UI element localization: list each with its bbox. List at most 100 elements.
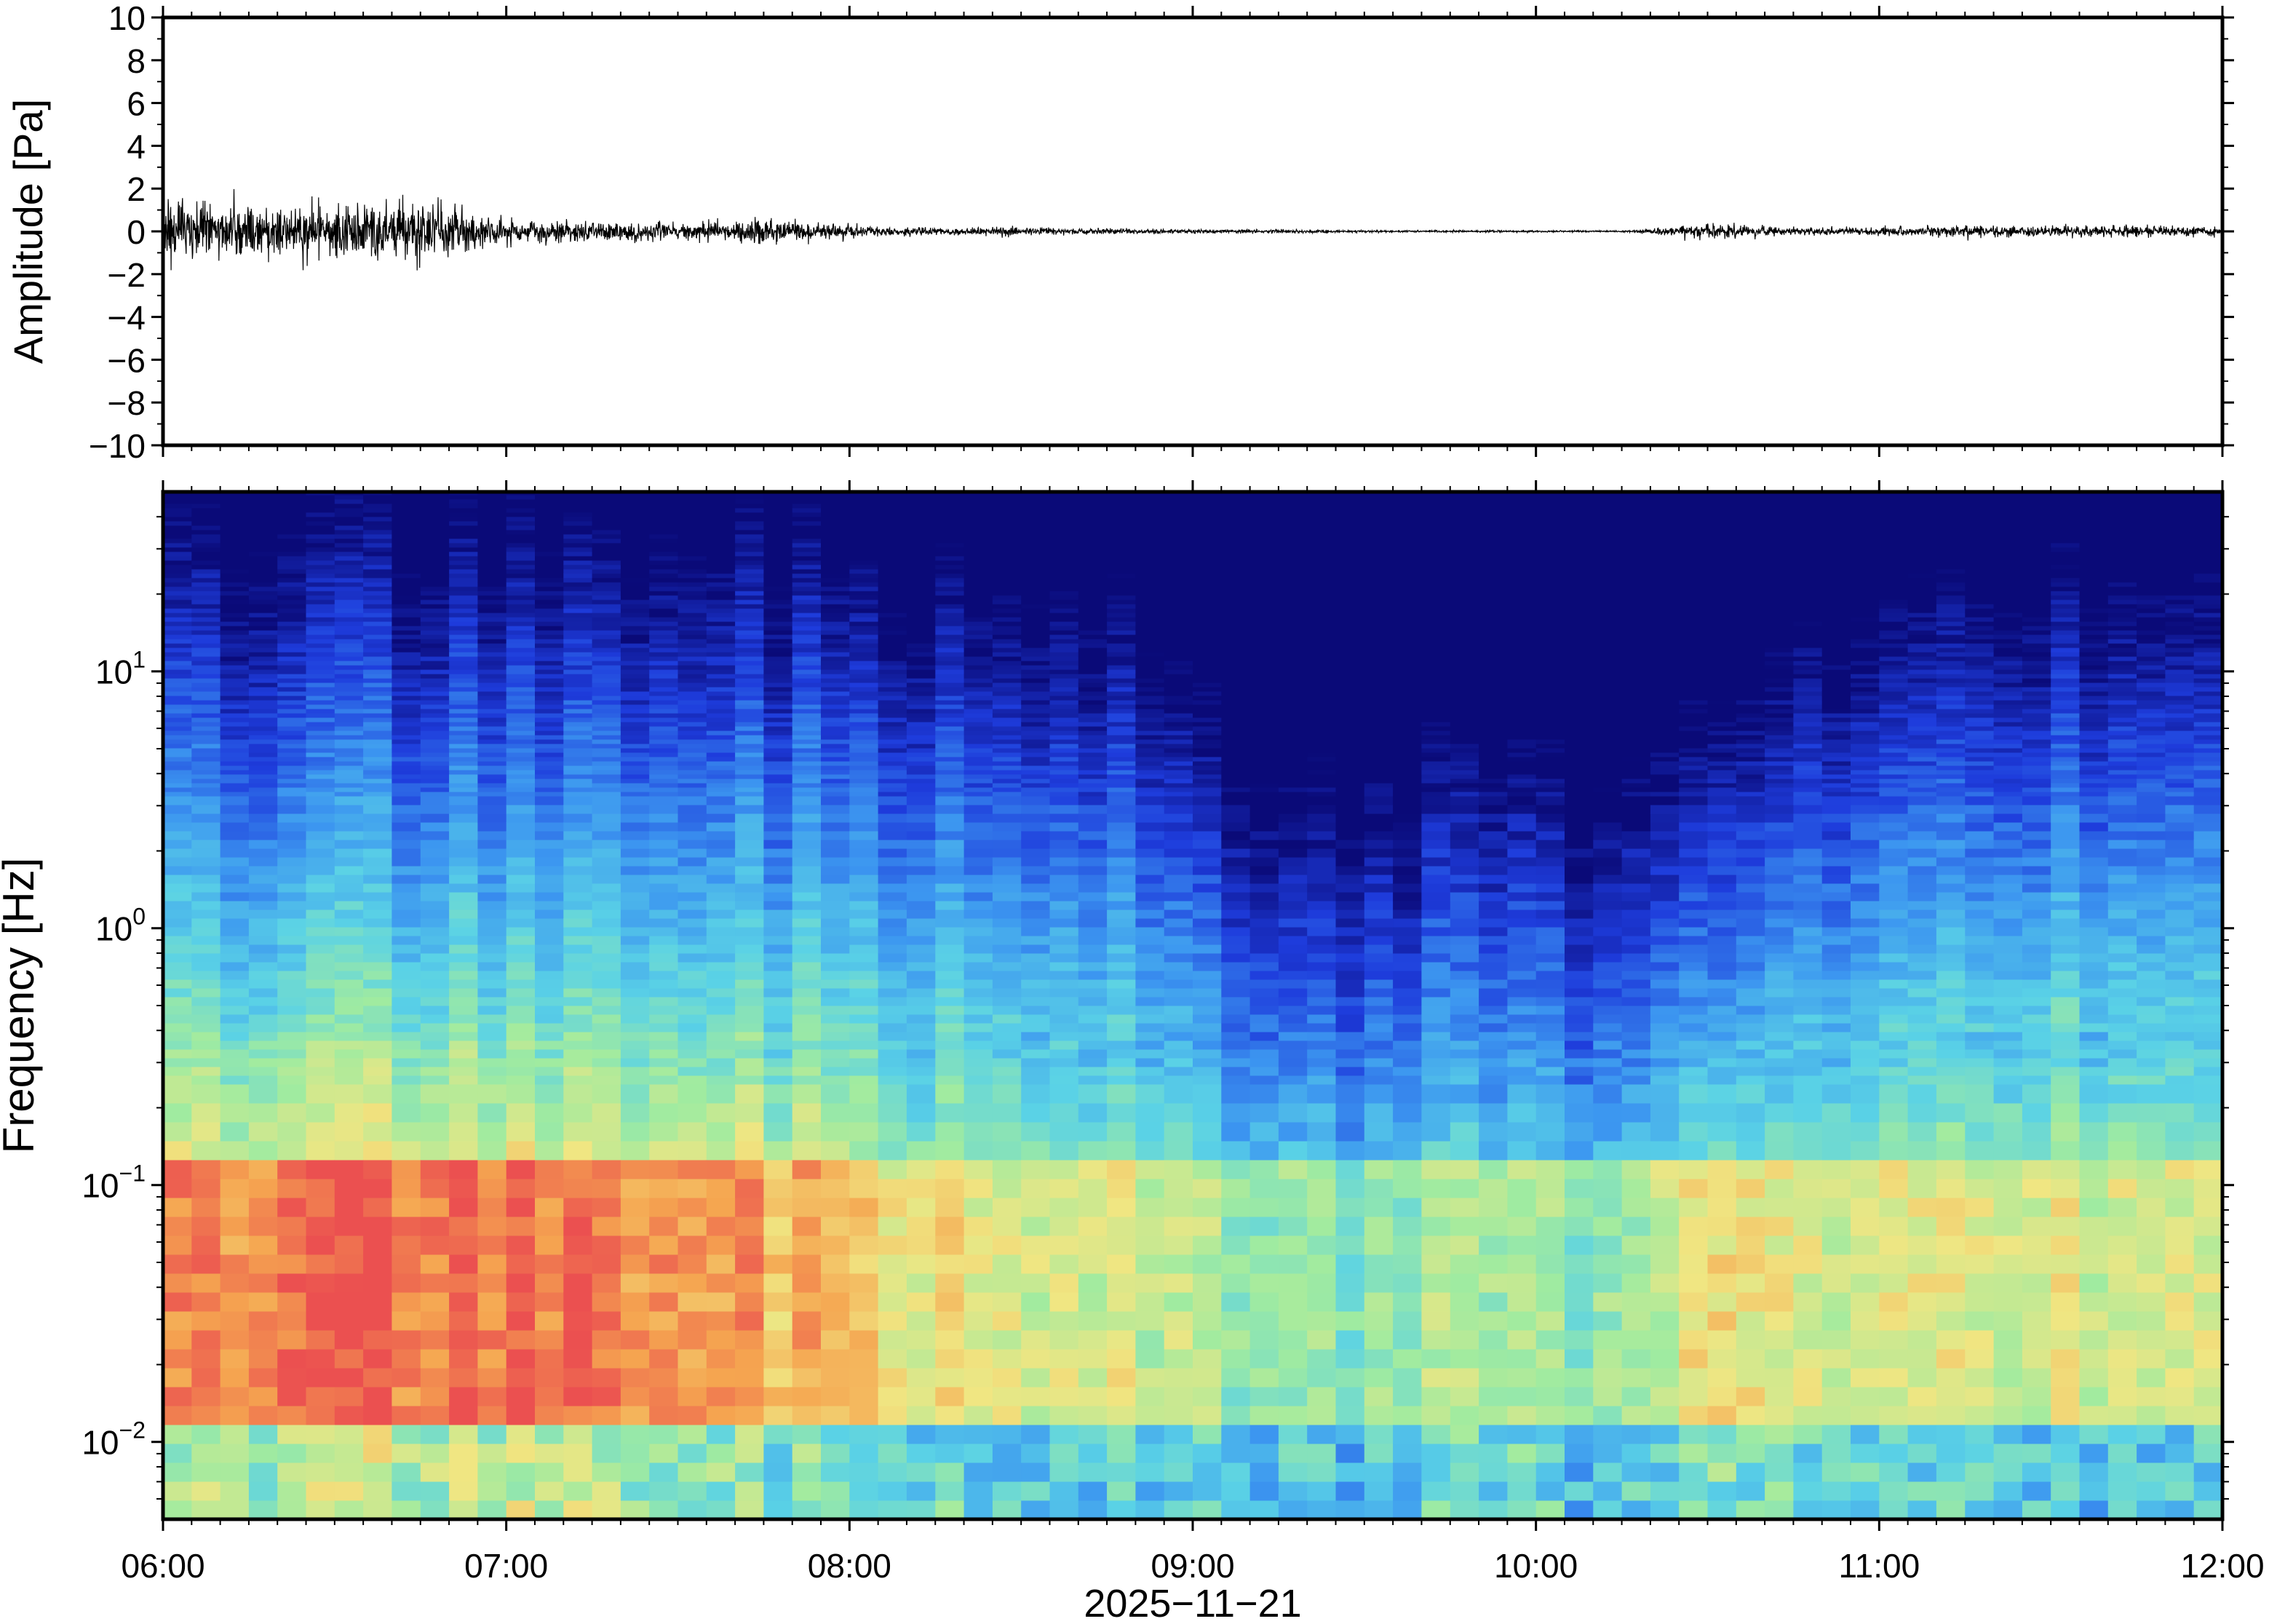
spectrogram-cell: [191, 936, 221, 945]
spectrogram-cell: [277, 1122, 307, 1142]
spectrogram-cell: [506, 1103, 536, 1123]
spectrogram-cell: [706, 1067, 736, 1076]
spectrogram-cell: [677, 744, 707, 749]
spectrogram-cell: [935, 1075, 965, 1085]
spectrogram-cell: [992, 700, 1022, 705]
spectrogram-cell: [248, 739, 278, 744]
spectrogram-cell: [334, 761, 364, 766]
spectrogram-cell: [1135, 962, 1165, 971]
spectrogram-cell: [334, 1023, 364, 1032]
spectrogram-cell: [592, 1141, 621, 1161]
spectrogram-cell: [649, 700, 679, 705]
spectrogram-cell: [1107, 752, 1136, 757]
spectrogram-cell: [878, 1387, 907, 1406]
spectrogram-cell: [277, 530, 307, 535]
spectrogram-cell: [1221, 634, 1251, 640]
spectrogram-cell: [878, 1141, 907, 1161]
spectrogram-cell: [649, 752, 679, 757]
spectrogram-cell: [677, 656, 707, 661]
spectrogram-cell: [1221, 1387, 1251, 1406]
spectrogram-cell: [763, 927, 793, 936]
spectrogram-cell: [277, 525, 307, 530]
spectrogram-cell: [992, 1040, 1022, 1050]
spectrogram-cell: [992, 1141, 1022, 1161]
spectrogram-cell: [592, 538, 621, 544]
spectrogram-cell: [878, 883, 907, 893]
spectrogram-cell: [1221, 1292, 1251, 1312]
spectrogram-cell: [306, 1444, 335, 1463]
spectrogram-cell: [449, 1032, 478, 1041]
spectrogram-cell: [506, 1254, 536, 1274]
spectrogram-cell: [1107, 608, 1136, 613]
spectrogram-cell: [1021, 748, 1051, 753]
spectrogram-cell: [506, 534, 536, 539]
spectrogram-cell: [935, 709, 965, 714]
spectrogram-cell: [592, 1311, 621, 1331]
spectrogram-cell: [1193, 600, 1222, 605]
spectrogram-cell: [163, 713, 192, 718]
spectrogram-cell: [792, 713, 822, 718]
spectrogram-cell: [563, 648, 593, 653]
spectrogram-cell: [1049, 534, 1079, 539]
spectrogram-cell: [277, 608, 307, 613]
spectrogram-cell: [763, 543, 793, 548]
spectrogram-cell: [906, 521, 936, 526]
spectrogram-cell: [792, 517, 822, 522]
spectrogram-cell: [306, 1349, 335, 1369]
spectrogram-cell: [592, 883, 621, 893]
spectrogram-cell: [992, 503, 1022, 509]
spectrogram-cell: [963, 783, 993, 788]
spectrogram-cell: [1164, 648, 1193, 653]
spectrogram-cell: [191, 656, 221, 661]
spectrogram-cell: [821, 608, 850, 613]
spectrogram-cell: [706, 927, 736, 936]
spectrogram-cell: [248, 608, 278, 613]
spectrogram-cell: [477, 748, 507, 753]
spectrogram-cell: [277, 805, 307, 814]
spectrogram-cell: [248, 779, 278, 784]
spectrogram-cell: [392, 595, 421, 600]
waveform-y-tick-label: −4: [108, 299, 146, 337]
spectrogram-cell: [563, 1368, 593, 1388]
spectrogram-cell: [277, 543, 307, 548]
spectrogram-cell: [849, 848, 879, 858]
spectrogram-cell: [449, 1500, 478, 1519]
spectrogram-cell: [735, 639, 764, 644]
spectrogram-cell: [306, 547, 335, 552]
spectrogram-cell: [535, 1330, 564, 1350]
spectrogram-cell: [363, 1444, 392, 1463]
spectrogram-cell: [1021, 1084, 1051, 1104]
spectrogram-cell: [477, 744, 507, 749]
spectrogram-cell: [1135, 495, 1165, 500]
spectrogram-cell: [449, 665, 478, 670]
spectrogram-cell: [248, 1006, 278, 1015]
spectrogram-cell: [821, 538, 850, 544]
spectrogram-cell: [277, 1481, 307, 1501]
spectrogram-cell: [763, 591, 793, 596]
spectrogram-cell: [878, 765, 907, 771]
spectrogram-cell: [992, 704, 1022, 709]
spectrogram-cell: [706, 1368, 736, 1388]
spectrogram-cell: [849, 665, 879, 670]
spectrogram-cell: [449, 1254, 478, 1274]
spectrogram-cell: [220, 1273, 250, 1293]
spectrogram-cell: [506, 1179, 536, 1198]
spectrogram-cell: [1193, 669, 1222, 674]
spectrogram-cell: [706, 757, 736, 762]
spectrogram-cell: [449, 1049, 478, 1059]
spectrogram-cell: [1049, 774, 1079, 779]
spectrogram-cell: [1107, 691, 1136, 696]
spectrogram-cell: [163, 709, 192, 714]
spectrogram-cell: [1135, 1006, 1165, 1015]
spectrogram-cell: [1021, 1103, 1051, 1123]
spectrogram-cell: [706, 704, 736, 709]
spectrogram-cell: [677, 761, 707, 766]
spectrogram-cell: [248, 696, 278, 701]
spectrogram-cell: [1107, 534, 1136, 539]
spectrogram-cell: [1221, 944, 1251, 954]
spectrogram-cell: [1221, 709, 1251, 714]
spectrogram-cell: [1049, 652, 1079, 657]
spectrogram-cell: [878, 1349, 907, 1369]
spectrogram-cell: [477, 1254, 507, 1274]
spectrogram-cell: [963, 731, 993, 736]
